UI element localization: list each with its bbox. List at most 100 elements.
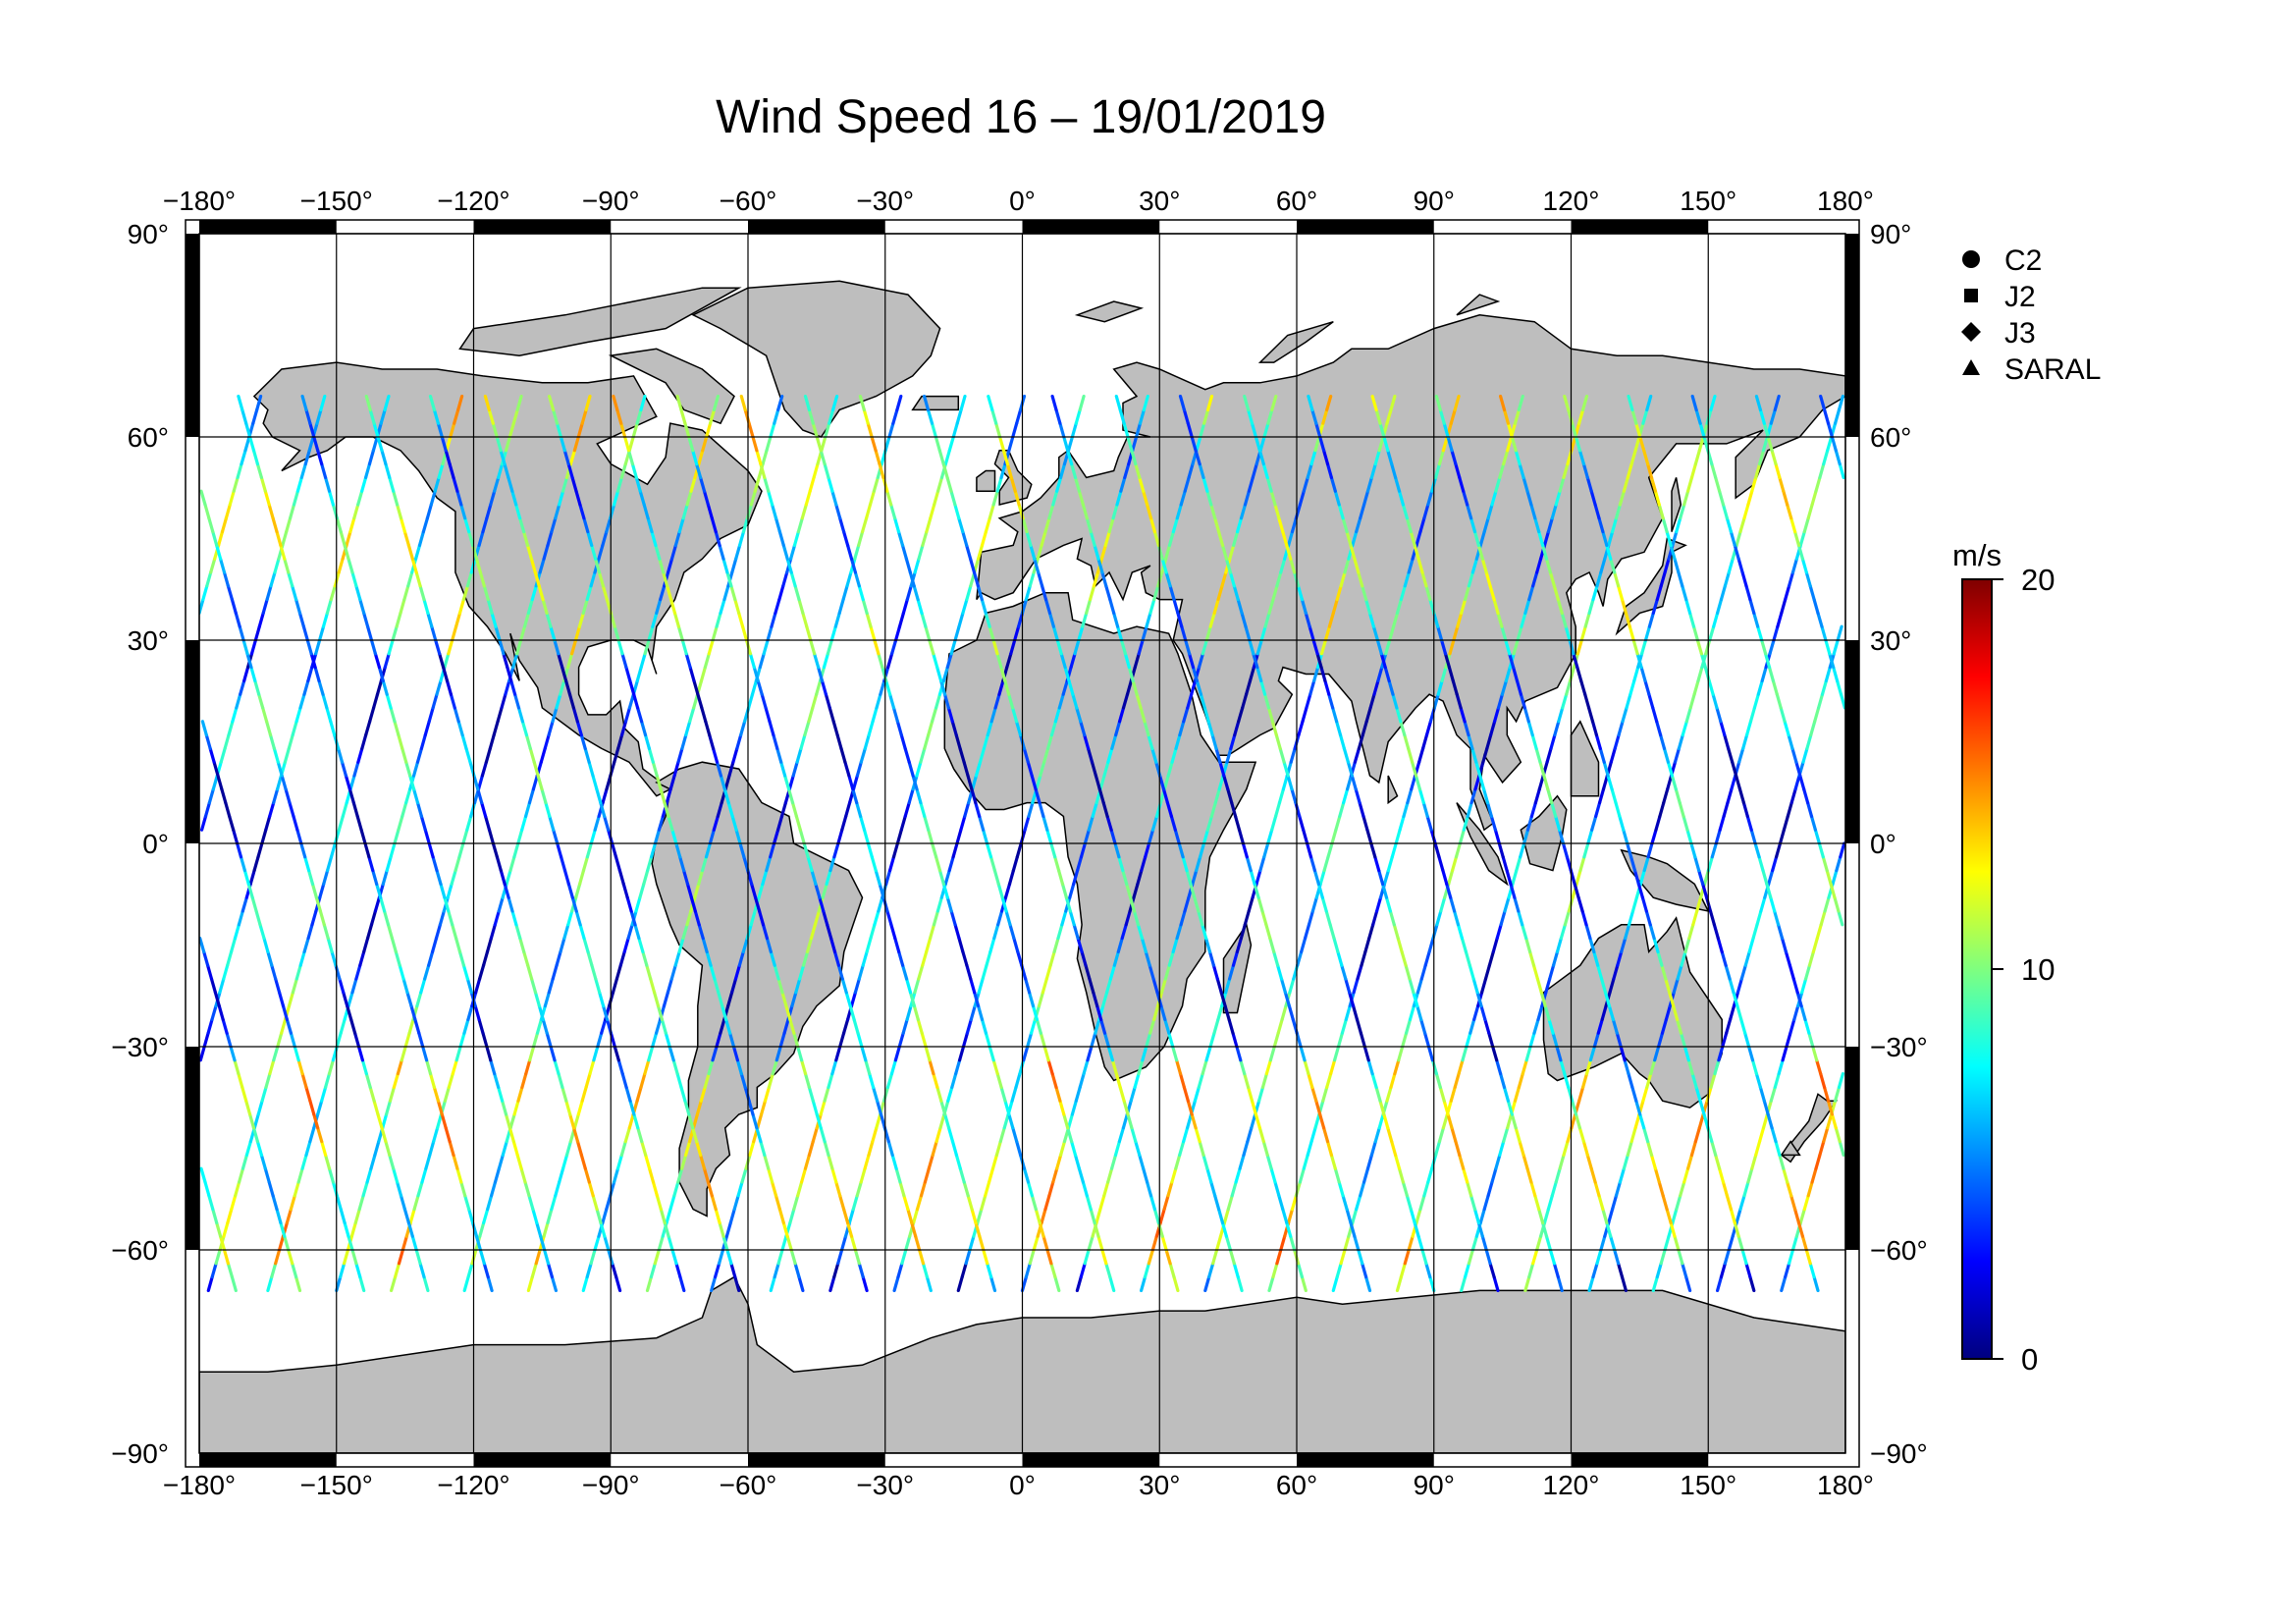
track-segment — [1049, 841, 1057, 859]
track-segment — [537, 1003, 545, 1022]
track-segment — [1645, 462, 1654, 479]
track-segment — [249, 665, 257, 683]
track-segment — [1440, 665, 1448, 683]
track-segment — [489, 1058, 497, 1076]
track-segment — [1209, 800, 1217, 819]
track-segment — [300, 1153, 308, 1170]
track-segment — [731, 1045, 740, 1062]
track-segment — [1752, 611, 1760, 628]
track-segment — [904, 977, 913, 995]
track-segment — [1101, 991, 1109, 1008]
track-segment — [1822, 407, 1831, 425]
track-segment — [624, 1085, 632, 1103]
track-segment — [222, 1220, 230, 1238]
track-segment — [893, 624, 902, 642]
track-segment — [749, 489, 757, 507]
track-segment — [1101, 800, 1109, 819]
track-segment — [1197, 652, 1205, 670]
track-segment — [1279, 977, 1288, 995]
track-segment — [1152, 529, 1160, 548]
track-segment — [440, 1112, 448, 1130]
track-segment — [1472, 1003, 1480, 1022]
track-segment — [238, 1166, 245, 1184]
track-segment — [1310, 407, 1318, 425]
track-segment — [774, 597, 781, 616]
track-segment — [1403, 1248, 1411, 1266]
track-segment — [643, 732, 652, 751]
track-segment — [1499, 909, 1507, 927]
track-segment — [577, 868, 586, 887]
track-segment — [1027, 991, 1036, 1008]
track-segment — [935, 1085, 943, 1103]
track-segment — [222, 963, 230, 981]
track-segment — [432, 1085, 440, 1103]
track-segment — [305, 638, 313, 656]
track-segment — [1813, 706, 1821, 724]
track-segment — [1034, 1207, 1041, 1225]
track-segment — [1058, 1139, 1067, 1158]
track-segment — [929, 503, 936, 520]
track-segment — [970, 1207, 978, 1225]
track-segment — [619, 462, 627, 479]
track-segment — [1068, 882, 1076, 899]
track-segment — [807, 1085, 815, 1103]
track-segment — [1608, 977, 1616, 995]
track-segment — [1304, 611, 1311, 628]
track-segment — [1256, 895, 1264, 913]
track-segment — [343, 1220, 350, 1238]
track-segment — [1782, 814, 1789, 832]
track-segment — [294, 597, 302, 616]
track-segment — [1081, 611, 1089, 628]
track-segment — [1642, 855, 1650, 873]
track-segment — [1182, 1085, 1190, 1103]
track-segment — [1152, 584, 1160, 602]
track-segment — [1467, 570, 1475, 588]
track-segment — [1202, 407, 1210, 425]
track-segment — [1629, 1126, 1637, 1144]
track-segment — [973, 991, 981, 1008]
track-segment — [289, 1031, 296, 1049]
track-segment — [1527, 1262, 1535, 1279]
track-segment — [203, 503, 211, 520]
track-segment — [1481, 787, 1490, 805]
track-segment — [1547, 1017, 1555, 1035]
track-segment — [1395, 706, 1403, 724]
track-segment — [1212, 1017, 1220, 1035]
track-segment — [1776, 611, 1784, 628]
track-segment — [1349, 1220, 1357, 1238]
track-segment — [1083, 1248, 1091, 1266]
lon-tick-label-bottom: −150° — [300, 1470, 373, 1500]
track-segment — [1428, 597, 1436, 616]
track-segment — [611, 977, 619, 995]
track-segment — [1377, 868, 1385, 887]
track-segment — [1720, 949, 1728, 967]
track-segment — [1759, 895, 1767, 913]
track-segment — [1060, 909, 1068, 927]
track-segment — [748, 652, 756, 670]
track-segment — [404, 787, 412, 805]
track-segment — [870, 855, 878, 873]
track-segment — [1318, 1112, 1326, 1130]
track-segment — [1698, 1099, 1706, 1116]
track-segment — [397, 814, 404, 832]
track-segment — [1655, 584, 1663, 602]
track-segment — [1561, 841, 1570, 859]
track-segment — [1257, 1126, 1265, 1144]
track-segment — [787, 774, 795, 791]
track-segment — [260, 828, 268, 845]
frame-segment — [1571, 1453, 1709, 1467]
track-segment — [1007, 1112, 1015, 1130]
track-segment — [1782, 1166, 1789, 1184]
landmass-greenland — [691, 280, 941, 438]
track-segment — [451, 1058, 458, 1076]
track-segment — [1823, 895, 1831, 913]
track-segment — [1641, 1085, 1649, 1103]
track-segment — [1198, 462, 1205, 479]
legend-label: J2 — [2004, 281, 2036, 313]
track-segment — [1247, 895, 1255, 913]
track-segment — [387, 638, 395, 656]
track-segment — [795, 746, 803, 764]
track-segment — [314, 638, 322, 656]
track-segment — [1137, 638, 1145, 656]
track-segment — [770, 611, 777, 628]
